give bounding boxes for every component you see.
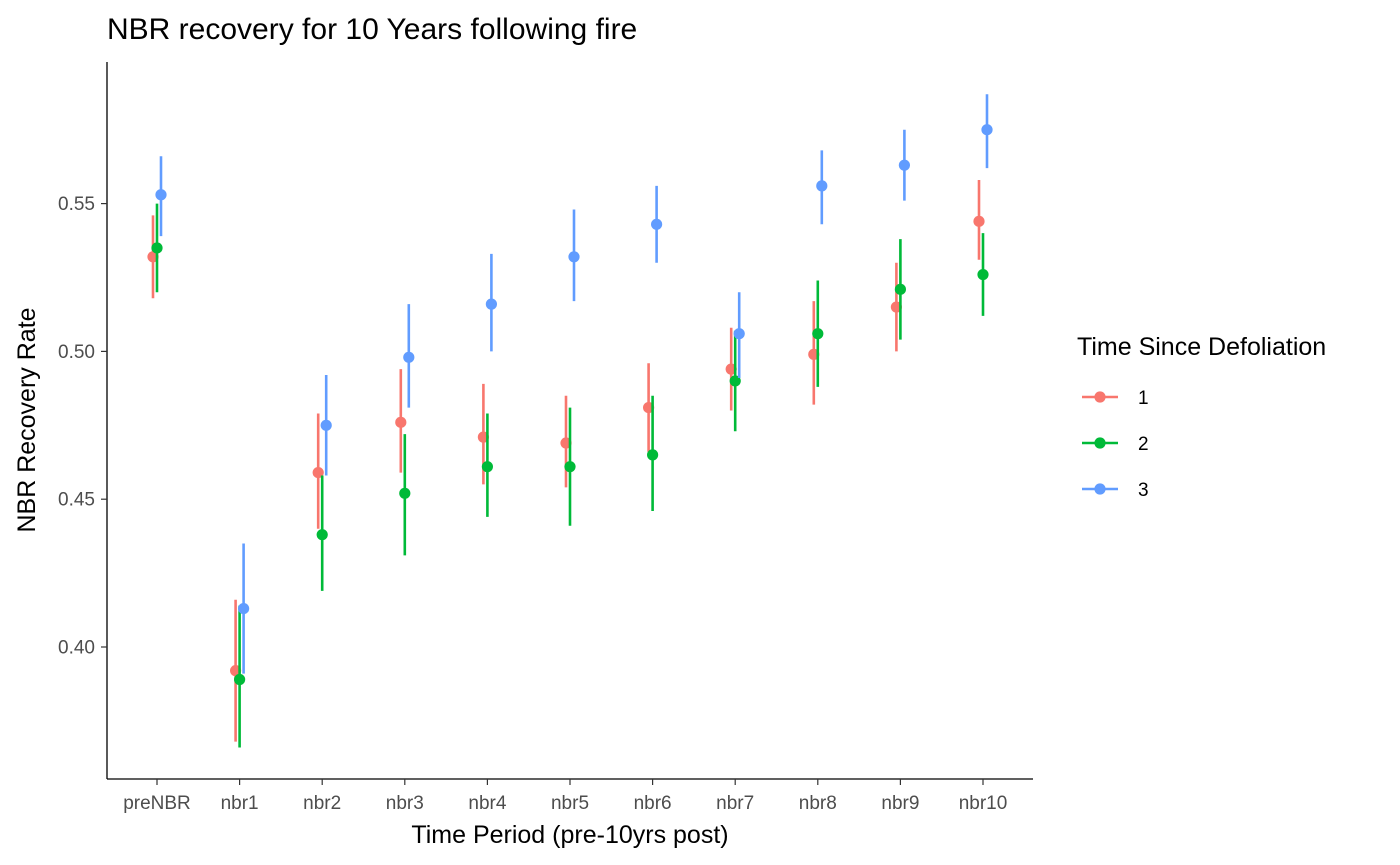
data-point — [564, 461, 576, 473]
data-point — [981, 124, 993, 136]
x-tick-label: nbr6 — [634, 793, 672, 814]
data-point — [403, 351, 415, 363]
series-2 — [151, 203, 989, 748]
data-point — [647, 449, 659, 461]
y-tick-label: 0.50 — [58, 342, 95, 363]
x-tick-label: nbr4 — [468, 793, 506, 814]
data-point — [651, 218, 663, 230]
legend-item-3: 3 — [1082, 480, 1149, 501]
x-tick-label: nbr9 — [881, 793, 919, 814]
x-tick-label: nbr7 — [716, 793, 754, 814]
data-point — [973, 215, 985, 227]
legend-label: 1 — [1138, 388, 1149, 409]
data-point — [316, 529, 328, 541]
data-point — [155, 189, 167, 201]
x-tick-label: nbr1 — [221, 793, 259, 814]
legend-item-1: 1 — [1082, 388, 1149, 409]
x-axis-ticks: preNBR nbr1 nbr2 nbr3 nbr4 nbr5 nbr6 nbr7 nbr8 nb… — [123, 779, 1007, 814]
data-point — [151, 242, 163, 254]
data-point — [234, 673, 246, 686]
x-tick-label: nbr8 — [799, 793, 837, 814]
data-point — [977, 268, 989, 281]
legend: Time Since Defoliation 1 2 3 — [1077, 333, 1326, 501]
x-axis-title: Time Period (pre-10yrs post) — [411, 821, 728, 849]
series-3 — [155, 94, 993, 674]
data-point — [898, 159, 911, 171]
legend-label: 2 — [1138, 434, 1149, 455]
data-point — [812, 328, 824, 340]
y-tick-label: 0.40 — [58, 638, 95, 659]
data-point — [729, 375, 741, 387]
plot-area: 0.40 0.45 0.50 0.55 preNBR nbr1 nbr2 nbr3 nbr4 n… — [58, 62, 1033, 814]
data-point — [481, 461, 493, 473]
data-point — [312, 466, 324, 479]
legend-key-point — [1094, 437, 1106, 449]
data-marks — [147, 94, 993, 748]
legend-item-2: 2 — [1082, 434, 1149, 455]
data-point — [816, 180, 828, 192]
series-1 — [147, 179, 985, 742]
x-tick-label: preNBR — [123, 793, 191, 814]
x-tick-label: nbr5 — [551, 793, 589, 814]
legend-key-point — [1094, 391, 1106, 403]
data-point — [733, 328, 745, 340]
data-point — [238, 602, 250, 615]
data-point — [568, 251, 580, 263]
legend-title: Time Since Defoliation — [1077, 333, 1326, 361]
data-point — [894, 283, 907, 295]
legend-items: 1 2 3 — [1082, 388, 1149, 501]
x-tick-label: nbr10 — [959, 793, 1008, 814]
legend-key-point — [1094, 483, 1106, 495]
legend-label: 3 — [1138, 480, 1149, 501]
data-point — [320, 419, 332, 431]
chart-title: NBR recovery for 10 Years following fire — [107, 13, 637, 46]
y-axis-title: NBR Recovery Rate — [13, 307, 41, 532]
x-tick-label: nbr3 — [386, 793, 424, 814]
data-point — [485, 298, 497, 310]
x-tick-label: nbr2 — [303, 793, 341, 814]
data-point — [395, 416, 407, 428]
y-axis-ticks: 0.40 0.45 0.50 0.55 — [58, 194, 107, 659]
data-point — [399, 487, 411, 499]
y-tick-label: 0.45 — [58, 490, 95, 511]
y-tick-label: 0.55 — [58, 194, 95, 215]
